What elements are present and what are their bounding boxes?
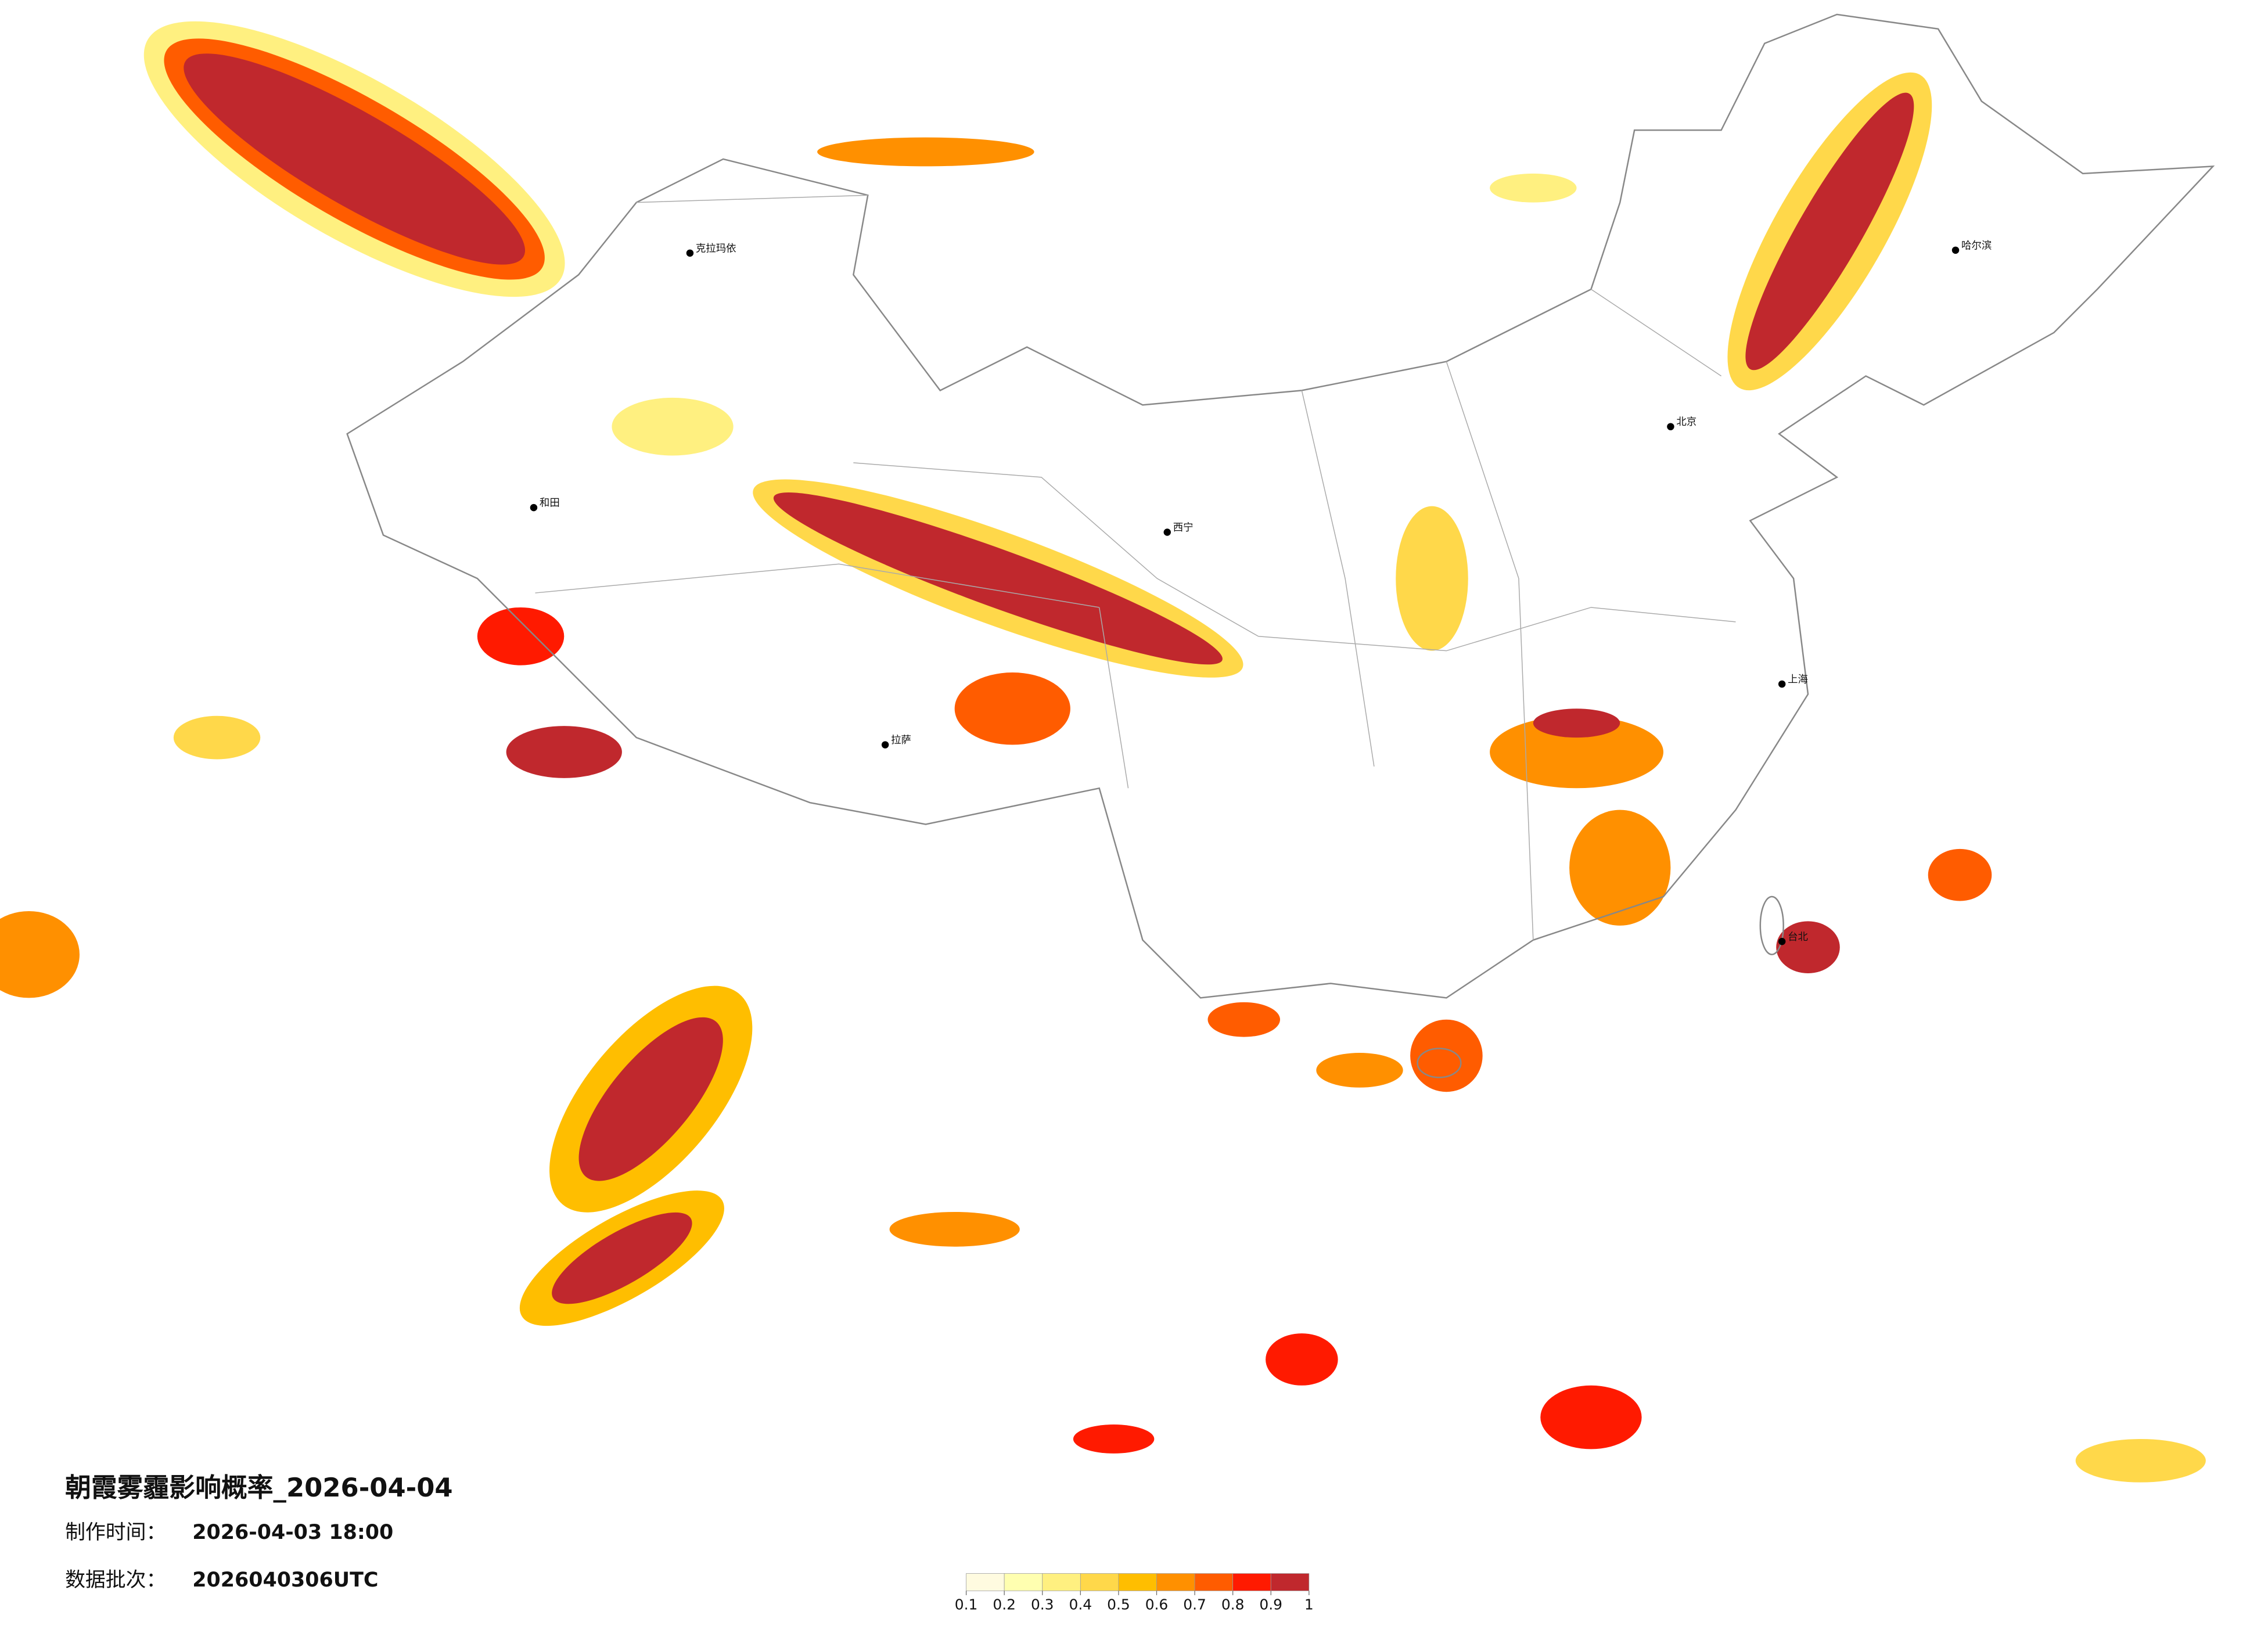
colorbar: 0.1 0.2 0.3 0.4 0.5 0.6 0.7 0.8 0.9 1	[955, 1573, 1314, 1613]
city-dot	[1951, 246, 1960, 254]
city-label: 克拉玛依	[696, 243, 736, 254]
colorbar-tick-label: 0.3	[1031, 1596, 1054, 1613]
info-label: 数据批次：	[65, 1569, 166, 1592]
colorbar-tick-label: 0.8	[1221, 1596, 1245, 1613]
city-dot	[1778, 938, 1786, 945]
city-label: 哈尔滨	[1961, 240, 1992, 251]
info-label: 制作时间：	[65, 1521, 166, 1544]
colorbar-tick-label: 1	[1304, 1596, 1314, 1613]
province-lines	[535, 195, 1736, 940]
colorbar-tick-label: 0.1	[955, 1596, 978, 1613]
colorbar-swatch	[966, 1573, 1005, 1591]
country-outline	[346, 13, 2215, 999]
colorbar-tick-label: 0.6	[1145, 1596, 1169, 1613]
colorbar-tick-label: 0.7	[1183, 1596, 1206, 1613]
colorbar-swatch	[1270, 1573, 1310, 1591]
info-value: 2026040306UTC	[192, 1569, 378, 1592]
island	[1759, 895, 1784, 955]
city-dot	[530, 503, 538, 512]
city-label: 上海	[1788, 674, 1808, 685]
city-label: 和田	[540, 498, 560, 509]
colorbar-swatch	[1232, 1573, 1271, 1591]
colorbar-swatch	[1004, 1573, 1043, 1591]
colorbar-tick-label: 0.4	[1069, 1596, 1092, 1613]
island	[1417, 1048, 1462, 1078]
city-dot	[686, 249, 694, 257]
city-label: 西宁	[1173, 522, 1194, 534]
haze-field	[0, 21, 2206, 1483]
colorbar-swatch	[1118, 1573, 1157, 1591]
borders	[346, 13, 2215, 1078]
colorbar-swatch	[1156, 1573, 1195, 1591]
colorbar-swatch	[1042, 1573, 1081, 1591]
colorbar-tick-label: 0.2	[993, 1596, 1016, 1613]
colorbar-swatch	[1080, 1573, 1119, 1591]
city-label: 北京	[1676, 416, 1696, 428]
colorbar-swatch	[1194, 1573, 1234, 1591]
city-dot	[1778, 680, 1786, 688]
city-dot	[1667, 423, 1674, 430]
map-title: 朝霞雾霾影响概率_2026-04-04	[65, 1472, 453, 1503]
colorbar-tick-label: 0.5	[1107, 1596, 1130, 1613]
city-dot	[1163, 528, 1171, 536]
city-label: 拉萨	[891, 735, 911, 746]
info-value: 2026-04-03 18:00	[192, 1521, 393, 1544]
city-dot	[881, 741, 889, 749]
city-label: 台北	[1788, 931, 1808, 943]
colorbar-tick-label: 0.9	[1259, 1596, 1282, 1613]
